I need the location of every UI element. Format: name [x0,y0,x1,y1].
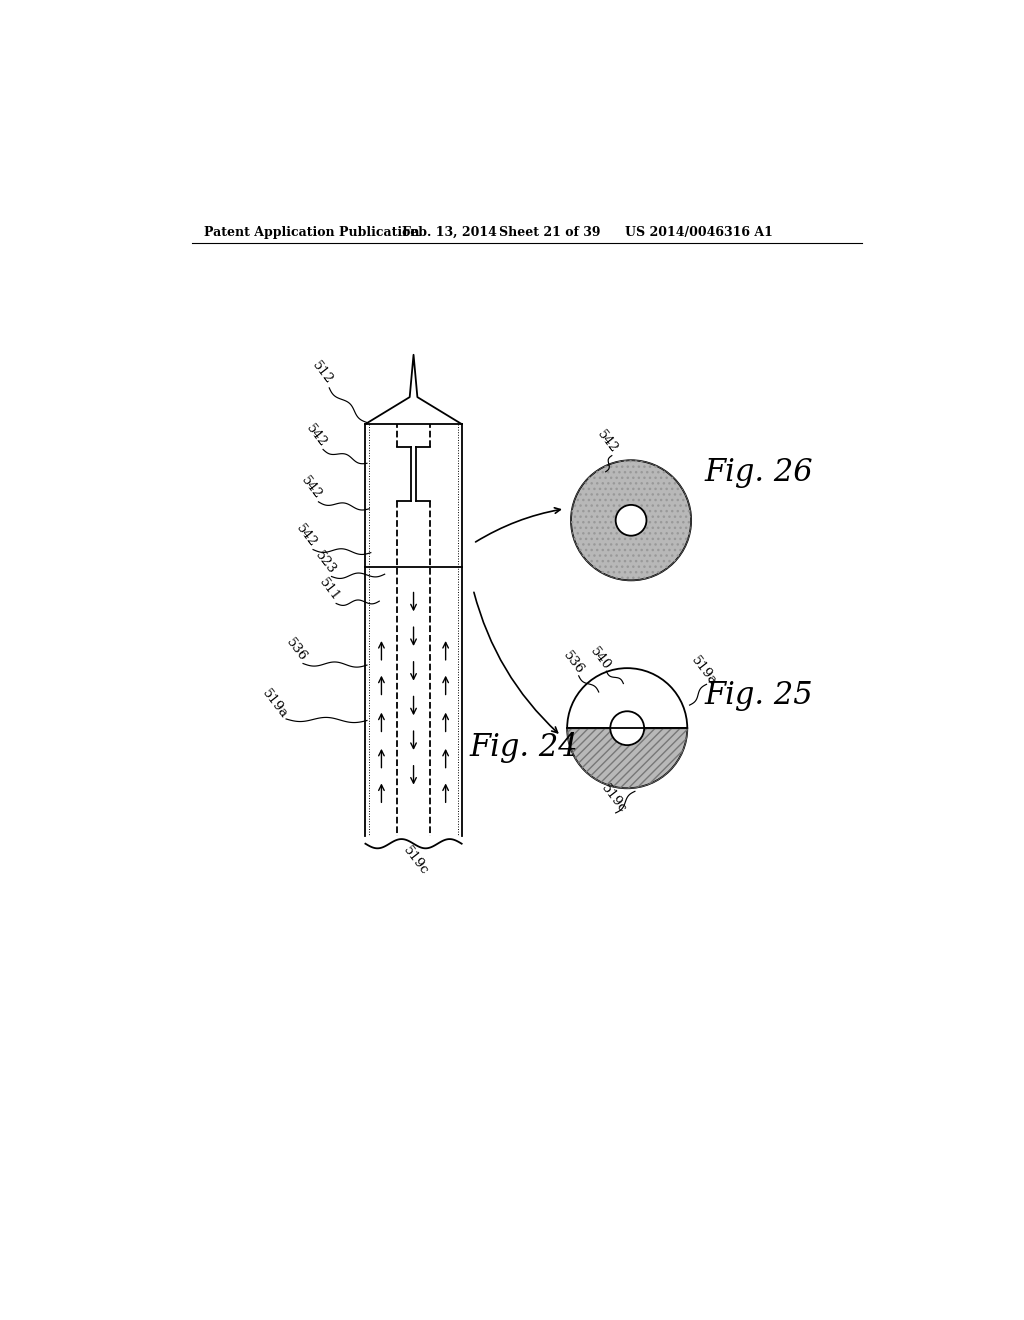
Text: 523: 523 [312,549,338,577]
Text: 542: 542 [303,421,329,450]
Text: Feb. 13, 2014: Feb. 13, 2014 [402,226,498,239]
Text: 542: 542 [294,521,319,549]
Text: 542: 542 [594,428,620,455]
Text: 519a: 519a [260,686,291,721]
Text: 519a: 519a [688,653,719,688]
Text: Fig. 26: Fig. 26 [705,457,813,488]
Text: 542: 542 [298,474,325,502]
Text: Fig. 24: Fig. 24 [469,733,578,763]
Text: Sheet 21 of 39: Sheet 21 of 39 [499,226,600,239]
Wedge shape [567,729,687,788]
Text: Fig. 25: Fig. 25 [705,680,813,711]
Text: 536: 536 [560,648,586,677]
Circle shape [610,711,644,744]
Text: 519c: 519c [400,843,430,878]
Text: 540: 540 [588,645,613,673]
Text: Patent Application Publication: Patent Application Publication [204,226,419,239]
Text: US 2014/0046316 A1: US 2014/0046316 A1 [625,226,773,239]
Text: 511: 511 [316,576,343,603]
Text: 519c: 519c [599,783,629,816]
Text: 536: 536 [283,636,309,664]
Circle shape [571,461,691,581]
Circle shape [615,506,646,536]
Text: 512: 512 [309,359,335,387]
Wedge shape [567,668,687,729]
